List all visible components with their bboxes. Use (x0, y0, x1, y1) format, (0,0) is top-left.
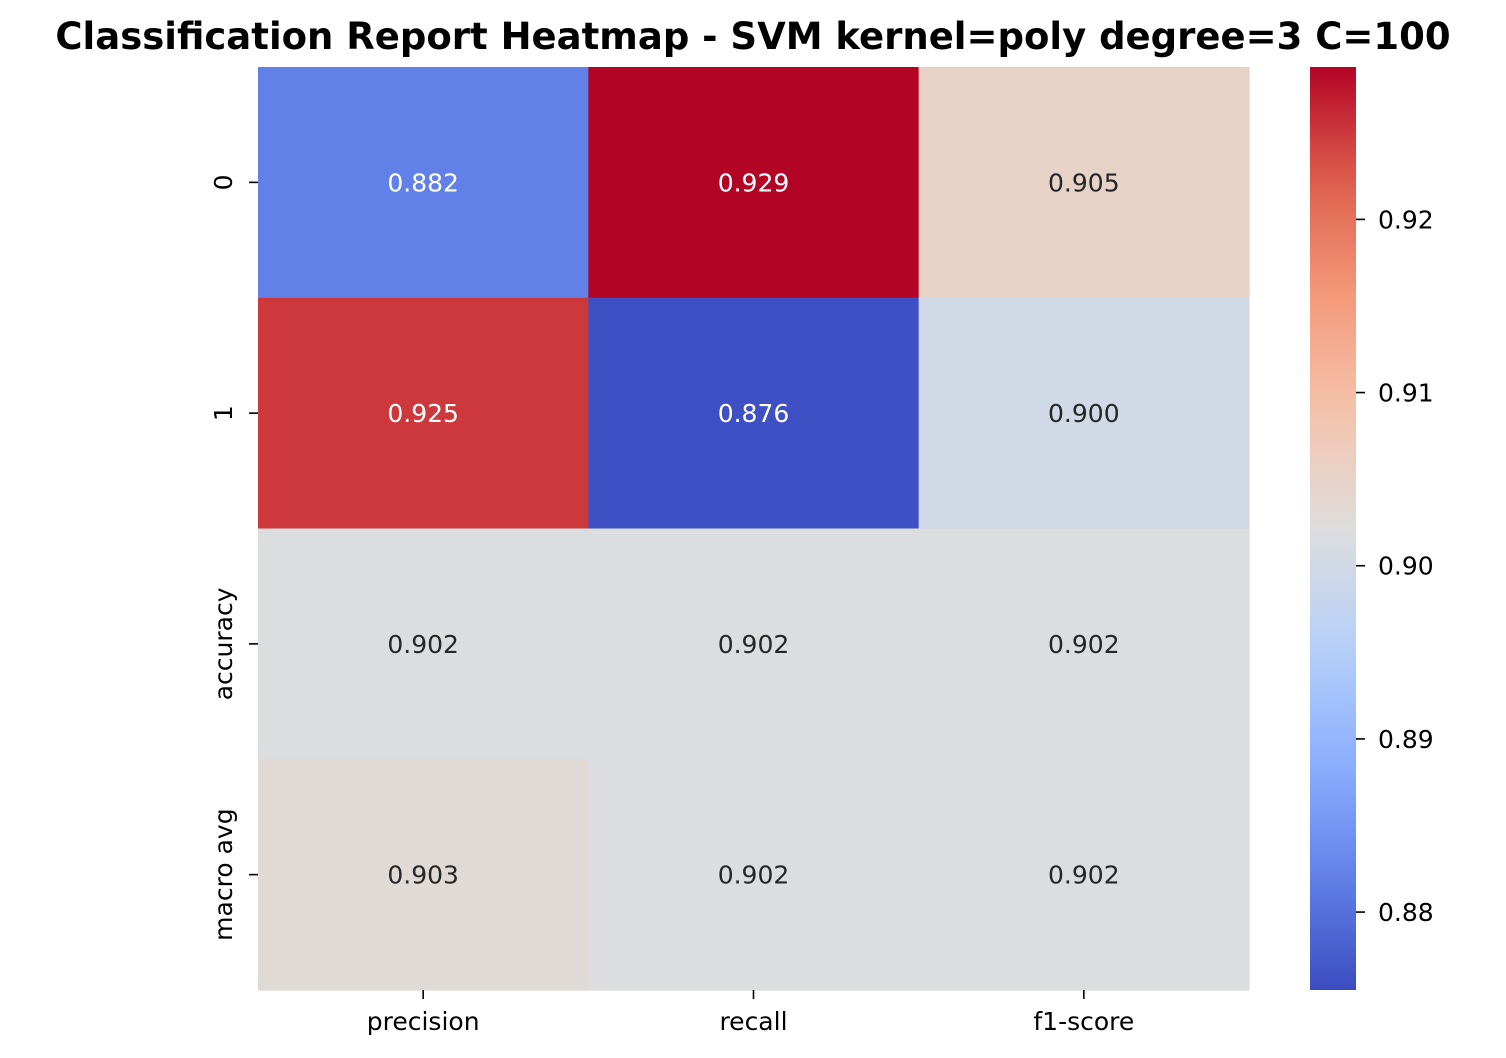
cell-value-label: 0.902 (1048, 861, 1120, 890)
cell-value-label: 0.902 (1048, 630, 1120, 659)
heatmap-cell (258, 297, 589, 530)
colorbar: 0.88 0.89 0.90 0.91 0.92 (1310, 67, 1434, 990)
x-tick-label: recall (719, 1007, 787, 1036)
heatmap-cell (258, 759, 589, 991)
x-axis: precision recall f1-score (367, 990, 1134, 1036)
heatmap-cell (588, 759, 920, 991)
y-axis: 0 1 accuracy macro avg (209, 174, 258, 941)
y-tick-label: 1 (209, 405, 238, 421)
y-tick-label: 0 (209, 174, 238, 190)
colorbar-gradient (1310, 67, 1356, 990)
colorbar-tick-label: 0.88 (1378, 898, 1434, 927)
colorbar-tick-label: 0.91 (1378, 379, 1434, 408)
heatmap-cell (588, 67, 920, 299)
x-tick-label: f1-score (1033, 1007, 1134, 1036)
cell-value-label: 0.929 (718, 168, 790, 197)
cell-value-label: 0.900 (1048, 399, 1120, 428)
heatmap-cell (588, 297, 920, 530)
heatmap-cells: 0.882 0.929 0.905 0.925 0.876 0.900 0.902 0.902… (258, 67, 1250, 991)
heatmap-cell (258, 67, 589, 299)
colorbar-tick-label: 0.89 (1378, 725, 1434, 754)
heatmap-cell (588, 528, 920, 760)
x-tick-label: precision (367, 1007, 480, 1036)
heatmap-cell (918, 528, 1250, 760)
heatmap-cell (918, 297, 1250, 530)
cell-value-label: 0.902 (387, 630, 459, 659)
heatmap-cell (918, 759, 1250, 991)
cell-value-label: 0.882 (387, 168, 459, 197)
heatmap-cell (918, 67, 1250, 299)
y-tick-label: accuracy (209, 587, 238, 700)
colorbar-tick-label: 0.92 (1378, 205, 1434, 234)
y-tick-label: macro avg (209, 808, 238, 940)
cell-value-label: 0.902 (718, 630, 790, 659)
colorbar-tick-label: 0.90 (1378, 552, 1434, 581)
cell-value-label: 0.905 (1048, 168, 1120, 197)
cell-value-label: 0.903 (387, 861, 459, 890)
cell-value-label: 0.902 (718, 861, 790, 890)
chart-title: Classification Report Heatmap - SVM kern… (55, 15, 1450, 58)
cell-value-label: 0.876 (718, 399, 790, 428)
heatmap-cell (258, 528, 589, 760)
cell-value-label: 0.925 (387, 399, 459, 428)
